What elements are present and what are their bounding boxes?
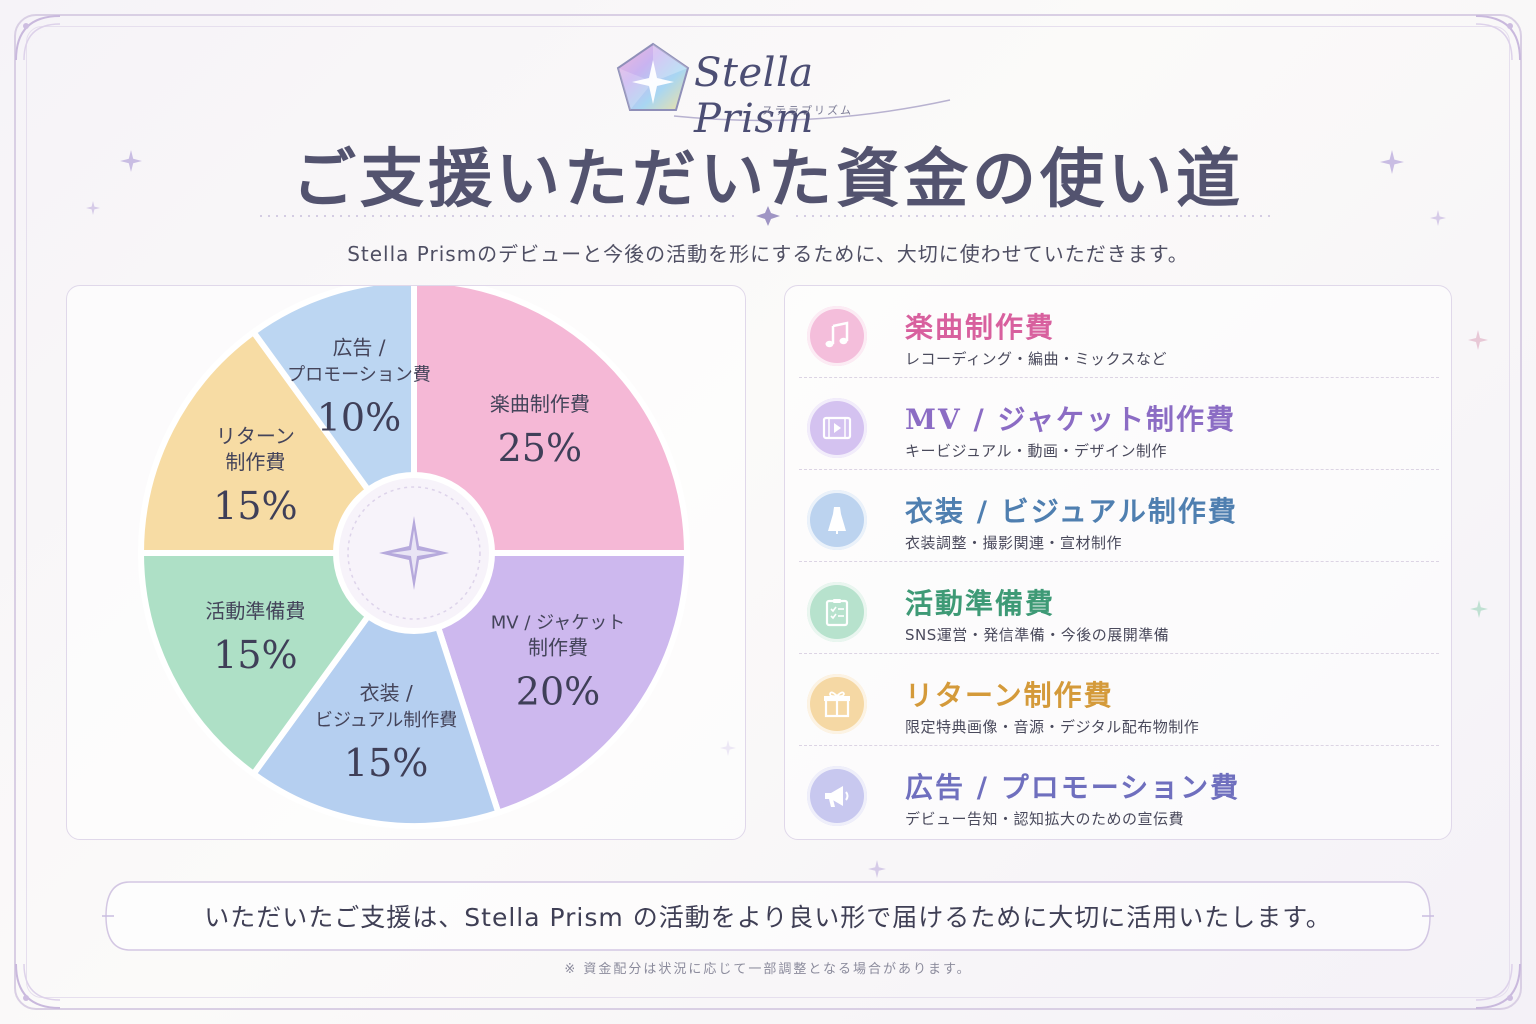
slice-percent: 10%: [317, 396, 401, 440]
brand-ruby: ステラプリズム: [762, 104, 853, 117]
sparkle-icon: [1470, 600, 1488, 622]
item-title: MV / ジャケット制作費: [905, 403, 1237, 436]
footnote: ※ 資金配分は状況に応じて一部調整となる場合があります。: [564, 962, 972, 977]
slice-label: 制作費: [225, 450, 285, 474]
slice-percent: 25%: [498, 426, 582, 470]
pie-slice: [137, 327, 420, 556]
chart-panel: 楽曲制作費 25% MV / ジャケット 制作費 20% 衣装 / ビジュアル制作費 15% 活…: [66, 285, 746, 840]
pie-slice: [411, 286, 691, 556]
sparkle-icon: [120, 150, 142, 176]
corner-ornament: [10, 954, 70, 1014]
slice-label: 活動準備費: [205, 599, 305, 623]
item-desc: デビュー告知・認知拡大のための宣伝費: [905, 810, 1185, 828]
corner-ornament: [1466, 10, 1526, 70]
item-title: リターン制作費: [905, 679, 1114, 712]
slice-label: リターン: [216, 424, 295, 448]
breakdown-list: 楽曲制作費 レコーディング・編曲・ミックスなど MV / ジャケット制作費 キー…: [784, 285, 1452, 840]
item-desc: SNS運営・発信準備・今後の展開準備: [905, 626, 1170, 644]
list-item: 活動準備費 SNS運営・発信準備・今後の展開準備: [799, 568, 1439, 654]
gift-icon: [807, 674, 867, 734]
inner-frame: [26, 26, 1510, 998]
corner-ornament: [1466, 954, 1526, 1014]
item-title: 広告 / プロモーション費: [905, 771, 1241, 804]
footer-banner: いただいたご支援は、Stella Prism の活動をより良い形で届けるために大…: [100, 878, 1436, 954]
dress-icon: [807, 490, 867, 550]
item-title: 楽曲制作費: [905, 311, 1056, 344]
sparkle-icon: [868, 860, 886, 882]
corner-ornament: [10, 10, 70, 70]
slice-percent: 20%: [516, 670, 600, 714]
slice-percent: 15%: [213, 484, 297, 528]
brand-logo: Stella Prism ステラプリズム: [612, 40, 951, 142]
sparkle-icon: [1380, 150, 1404, 178]
megaphone-icon: [807, 766, 867, 826]
pie-slice: [409, 550, 691, 817]
page-subtitle: Stella Prismのデビューと今後の活動を形にするために、大切に使わせてい…: [347, 242, 1189, 266]
footer-message: いただいたご支援は、Stella Prism の活動をより良い形で届けるために大…: [204, 903, 1332, 932]
item-title: 衣装 / ビジュアル制作費: [905, 495, 1238, 528]
list-item: 広告 / プロモーション費 デビュー告知・認知拡大のための宣伝費: [799, 752, 1439, 838]
sparkle-icon: [86, 200, 100, 219]
item-desc: キービジュアル・動画・デザイン制作: [905, 442, 1168, 460]
slice-percent: 15%: [344, 741, 428, 785]
slice-percent: 15%: [213, 633, 297, 677]
item-title: 活動準備費: [905, 587, 1056, 620]
list-item: リターン制作費 限定特典画像・音源・デジタル配布物制作: [799, 660, 1439, 746]
slice-label: 広告 /: [332, 336, 385, 360]
clipboard-icon: [807, 582, 867, 642]
film-icon: [807, 398, 867, 458]
item-desc: レコーディング・編曲・ミックスなど: [905, 350, 1168, 368]
sparkle-icon: [1468, 330, 1488, 354]
prism-gem-icon: [616, 42, 690, 111]
slice-label: プロモーション費: [287, 365, 431, 386]
page-title: ご支援いただいた資金の使い道: [292, 142, 1244, 217]
slice-label: 制作費: [528, 636, 588, 660]
item-desc: 限定特典画像・音源・デジタル配布物制作: [905, 718, 1200, 736]
title-divider: [260, 206, 1276, 226]
music-note-icon: [807, 306, 867, 366]
slice-label: 衣装 /: [360, 681, 413, 705]
slice-label: ビジュアル制作費: [315, 710, 457, 731]
list-item: 衣装 / ビジュアル制作費 衣装調整・撮影関連・宣材制作: [799, 476, 1439, 562]
slice-label: MV / ジャケット: [491, 613, 625, 634]
sparkle-icon: [1430, 210, 1446, 230]
outer-frame: [14, 14, 1522, 1010]
list-item: MV / ジャケット制作費 キービジュアル・動画・デザイン制作: [799, 384, 1439, 470]
pie-slice: [137, 550, 420, 779]
list-item: 楽曲制作費 レコーディング・編曲・ミックスなど: [799, 292, 1439, 378]
item-desc: 衣装調整・撮影関連・宣材制作: [905, 534, 1123, 552]
brand-name: Stella Prism: [694, 50, 814, 142]
pie-slice: [249, 546, 503, 829]
slice-label: 楽曲制作費: [490, 392, 590, 416]
